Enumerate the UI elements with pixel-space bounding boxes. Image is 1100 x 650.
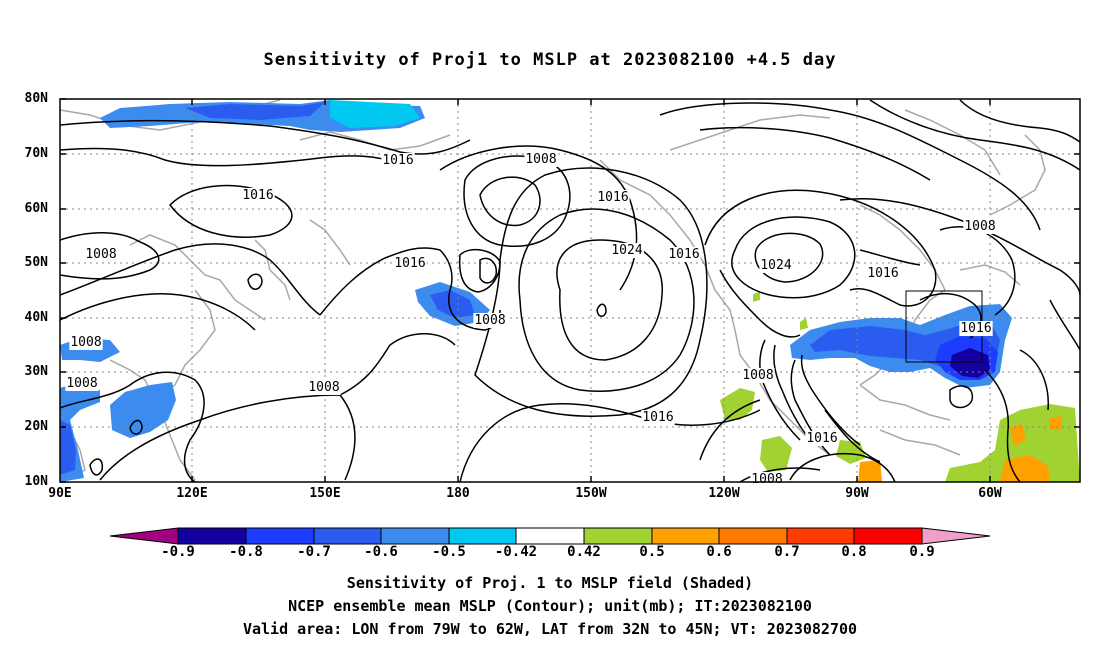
colorbar [109,527,991,545]
colorbar-segment [109,527,179,545]
contour-label-bg [741,368,775,383]
lat-label: 10N [24,474,48,489]
contour-label-bg [84,247,118,262]
contour-label-bg [641,410,675,425]
contour-label-bg [381,153,415,168]
contour-label: 1008 [751,472,782,487]
contour-label-bg [307,380,341,395]
caption-contour: NCEP ensemble mean MSLP (Contour); unit(… [288,597,812,615]
contour-label-bg [759,258,793,273]
colorbar-tick: -0.9 [161,544,195,560]
contour-label: 1016 [382,153,413,168]
colorbar-tick: -0.8 [229,544,263,560]
colorbar-tick: 0.9 [909,544,935,560]
colorbar-tick: 0.8 [841,544,867,560]
contour-label: 1016 [394,256,425,271]
caption-valid-area: Valid area: LON from 79W to 62W, LAT fro… [242,620,858,638]
colorbar-tick: 0.6 [706,544,732,560]
lat-label: 40N [24,310,48,325]
colorbar-tick: -0.6 [364,544,398,560]
colorbar-tick: -0.5 [432,544,466,560]
colorbar-tick: 0.5 [639,544,665,560]
contour-label: 1008 [308,380,339,395]
lon-label: 90E [48,486,72,501]
contour-label: 1008 [742,368,773,383]
contour-label: 1008 [70,335,101,350]
contour-label-bg [393,256,427,271]
contour-label-bg [596,190,630,205]
contour-labels: 1016 1008 1016 1016 1008 1016 1024 1016 … [65,152,997,487]
contour-label: 1016 [597,190,628,205]
contour-label-bg [866,266,900,281]
colorbar-segment [380,527,450,545]
colorbar-segment [313,527,382,545]
contour-label: 1016 [806,431,837,446]
shaded-sensitivity [60,100,1080,482]
colorbar-segment [651,527,720,545]
contour-label: 1016 [960,321,991,336]
axis-ticks [60,98,1080,483]
colorbar-segment [515,527,585,545]
contour-label-bg [65,376,99,391]
lon-label: 150E [309,486,341,501]
contour-label: 1008 [66,376,97,391]
colorbar-segment [245,527,315,545]
lat-label: 60N [24,201,48,216]
contour-label-bg [667,247,701,262]
lon-label: 120W [708,486,740,501]
map-frame [59,98,1081,483]
lat-label: 20N [24,419,48,434]
contour-label: 1008 [525,152,556,167]
contour-label-bg [69,335,103,350]
colorbar-tick: -0.7 [297,544,331,560]
lat-label: 70N [24,146,48,161]
contour-label: 1016 [668,247,699,262]
colorbar-segment [718,527,788,545]
contour-label-bg [473,313,507,328]
lat-lon-grid [60,99,1080,482]
lon-label: 90W [845,486,869,501]
lon-label: 60W [978,486,1002,501]
colorbar-segment [853,527,923,545]
colorbar-tick: 0.7 [774,544,800,560]
colorbar-segment [786,527,855,545]
colorbar-tick: 0.42 [567,544,601,560]
colorbar-tick: -0.42 [494,544,538,560]
contour-label: 1024 [760,258,791,273]
contour-label-bg [959,321,993,336]
contour-label-bg [241,188,275,203]
colorbar-segment [583,527,653,545]
contour-label: 1016 [642,410,673,425]
mslp-contours [59,99,1081,483]
contour-label: 1008 [964,219,995,234]
lat-label: 50N [24,255,48,270]
contour-label: 1024 [611,243,642,258]
contour-label: 1016 [242,188,273,203]
contour-label: 1008 [85,247,116,262]
contour-label-bg [963,219,997,234]
contour-label: 1016 [867,266,898,281]
contour-label-bg [805,431,839,446]
lat-label: 30N [24,364,48,379]
colorbar-segment [177,527,247,545]
colorbar-segment [921,527,991,545]
colorbar-segment [448,527,517,545]
lat-label: 80N [24,91,48,106]
caption-shaded: Sensitivity of Proj. 1 to MSLP field (Sh… [346,574,754,592]
lon-label: 180 [446,486,470,501]
plot-title: Sensitivity of Proj1 to MSLP at 20230821… [263,50,837,70]
map-area: 1016 1008 1016 1016 1008 1016 1024 1016 … [59,98,1081,487]
contour-label-bg [524,152,558,167]
contour-label: 1008 [474,313,505,328]
contour-label-bg [750,472,784,487]
lon-label: 120E [176,486,208,501]
lon-label: 150W [575,486,607,501]
contour-label-bg [610,243,644,258]
